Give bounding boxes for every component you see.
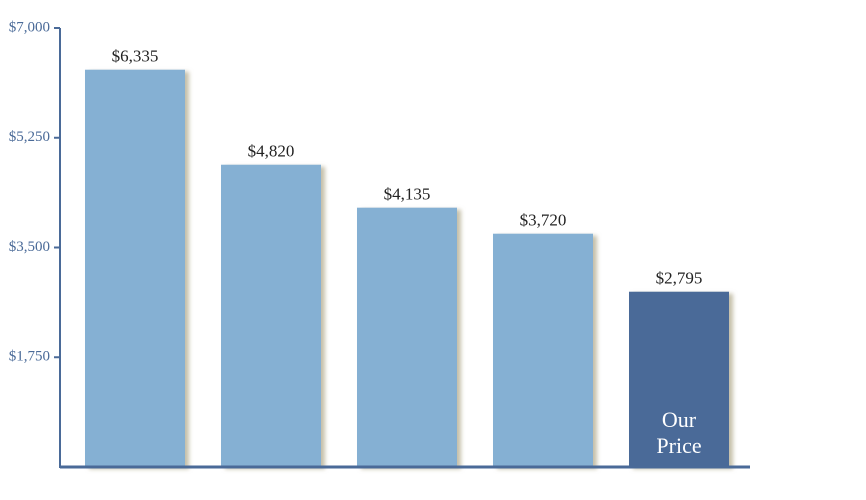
bar [493,233,593,467]
value-label: $4,135 [384,185,431,204]
value-label: $2,795 [656,269,703,288]
y-tick-label: $7,000 [9,19,50,35]
y-tick-label: $3,500 [9,239,50,255]
y-tick-label: $5,250 [9,129,50,145]
bar [221,164,321,467]
category-label: Our Price [656,407,702,458]
bar [85,69,185,467]
value-label: $6,335 [112,47,159,66]
bar [357,207,457,467]
bar [629,291,729,467]
value-label: $4,820 [248,142,295,161]
value-label: $3,720 [520,211,567,230]
y-tick-label: $1,750 [9,349,50,365]
